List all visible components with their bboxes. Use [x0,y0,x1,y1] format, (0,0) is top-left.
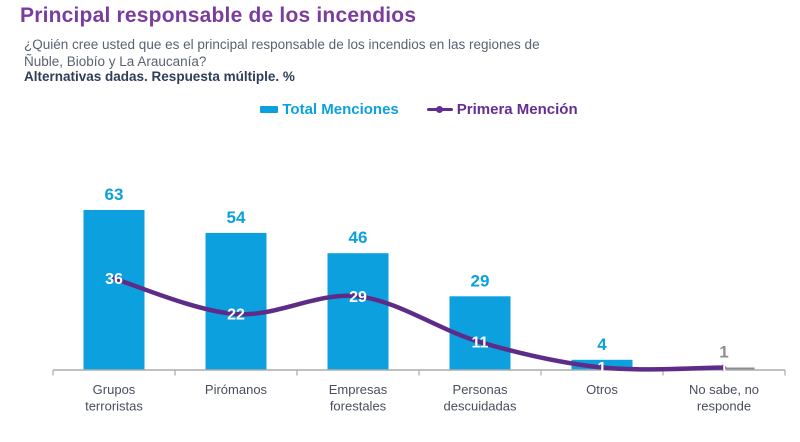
bar-swatch-icon [260,106,279,113]
category-label: Otros [586,382,618,397]
legend-item-primera-mencion: Primera Mención [426,101,578,118]
subtitle-line-2: Ñuble, Biobío y La Araucanía? [24,53,207,69]
category-label: forestales [330,399,387,414]
bar-value-label: 1 [719,343,728,362]
bar [571,359,633,370]
line-end-marker [722,362,726,373]
page-title: Principal responsable de los incendios [20,4,417,27]
methodology-note: Alternativas dadas. Respuesta múltiple. … [24,69,295,84]
line-marker-icon [426,105,453,114]
bar [327,253,389,370]
legend-label-total-menciones: Total Menciones [282,101,399,118]
bar [83,210,145,370]
trend-line [111,276,727,372]
category-label: descuidadas [444,399,517,414]
line-value-label: 11 [472,335,489,352]
bar-value-label: 4 [597,335,607,354]
category-label: responde [697,399,751,414]
category-label: No sabe, no [689,382,759,397]
category-label: Pirómanos [205,382,268,397]
line-value-label: 29 [349,289,367,306]
bar-value-label: 54 [227,208,246,227]
bar-value-label: 29 [471,271,490,290]
legend-label-primera-mencion: Primera Mención [456,101,578,118]
subtitle-line-1: ¿Quién cree usted que es el principal re… [24,37,540,52]
bar-value-label: 46 [349,228,368,247]
category-label: Grupos [93,382,136,397]
category-label: Empresas [329,382,388,397]
category-label: Personas [453,382,508,397]
line-value-label: 22 [227,307,245,324]
legend-item-total-menciones: Total Menciones [260,101,399,118]
chart-subtitle: ¿Quién cree usted que es el principal re… [24,37,604,70]
line-value-label: 36 [105,271,123,288]
category-label: terroristas [85,399,143,414]
line-value-label: 1 [598,360,607,377]
bar-value-label: 63 [105,185,124,204]
chart-legend: Total Menciones Primera Mención [19,101,800,118]
line-value-label: 1 [720,360,729,377]
bar [205,232,267,370]
